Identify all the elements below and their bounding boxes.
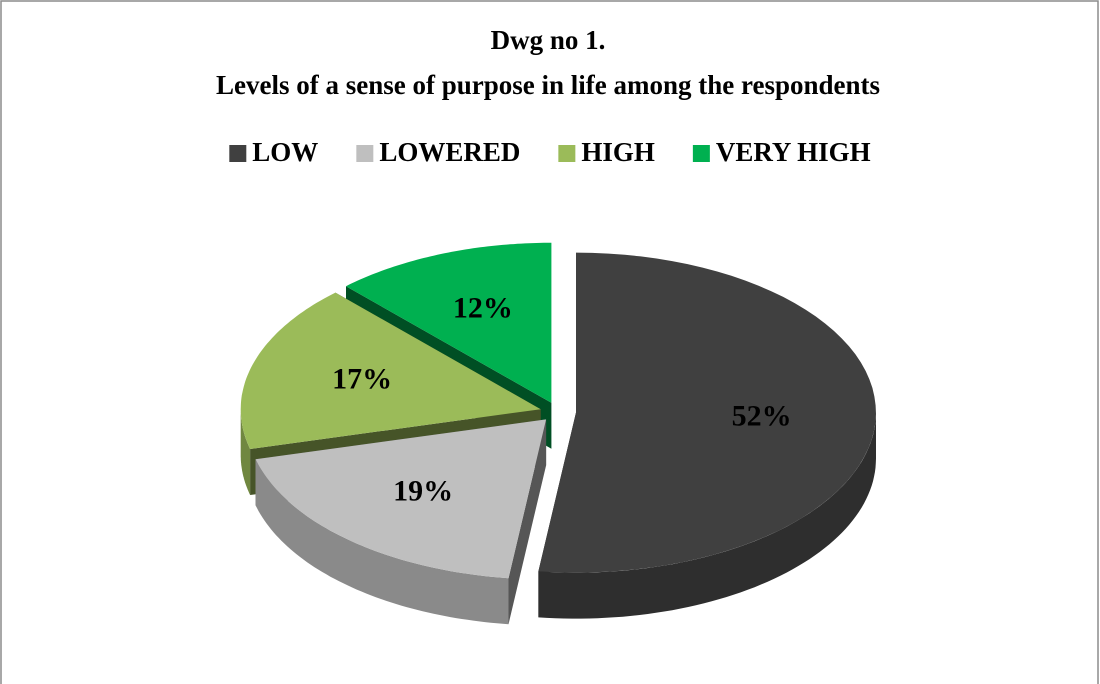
slice bbox=[538, 252, 876, 573]
legend-swatch bbox=[229, 145, 247, 162]
legend-swatch bbox=[558, 145, 576, 162]
legend-label: VERY HIGH bbox=[716, 137, 871, 167]
slice-side bbox=[508, 419, 547, 625]
legend-label: HIGH bbox=[581, 137, 655, 167]
slice-wall bbox=[538, 412, 876, 619]
legend-label: LOWERED bbox=[379, 137, 520, 167]
chart-subtitle: Levels of a sense of purpose in life amo… bbox=[216, 70, 880, 100]
legend-swatch bbox=[356, 145, 374, 162]
slice-wall bbox=[240, 409, 251, 495]
legend-swatch bbox=[692, 145, 710, 162]
pie: 52% 19% 17% 12% bbox=[240, 242, 876, 625]
data-label: 12% bbox=[453, 291, 513, 324]
data-label: 19% bbox=[393, 475, 453, 508]
data-label: 52% bbox=[732, 400, 792, 433]
legend-label: LOW bbox=[252, 137, 318, 167]
chart-title: Dwg no 1. bbox=[491, 25, 606, 55]
data-label: 17% bbox=[332, 362, 392, 395]
legend: LOW LOWERED HIGH VERY HIGH bbox=[229, 137, 871, 167]
slice bbox=[346, 242, 552, 403]
slice bbox=[255, 419, 547, 579]
slice bbox=[240, 292, 541, 449]
slice-wall bbox=[255, 459, 509, 625]
